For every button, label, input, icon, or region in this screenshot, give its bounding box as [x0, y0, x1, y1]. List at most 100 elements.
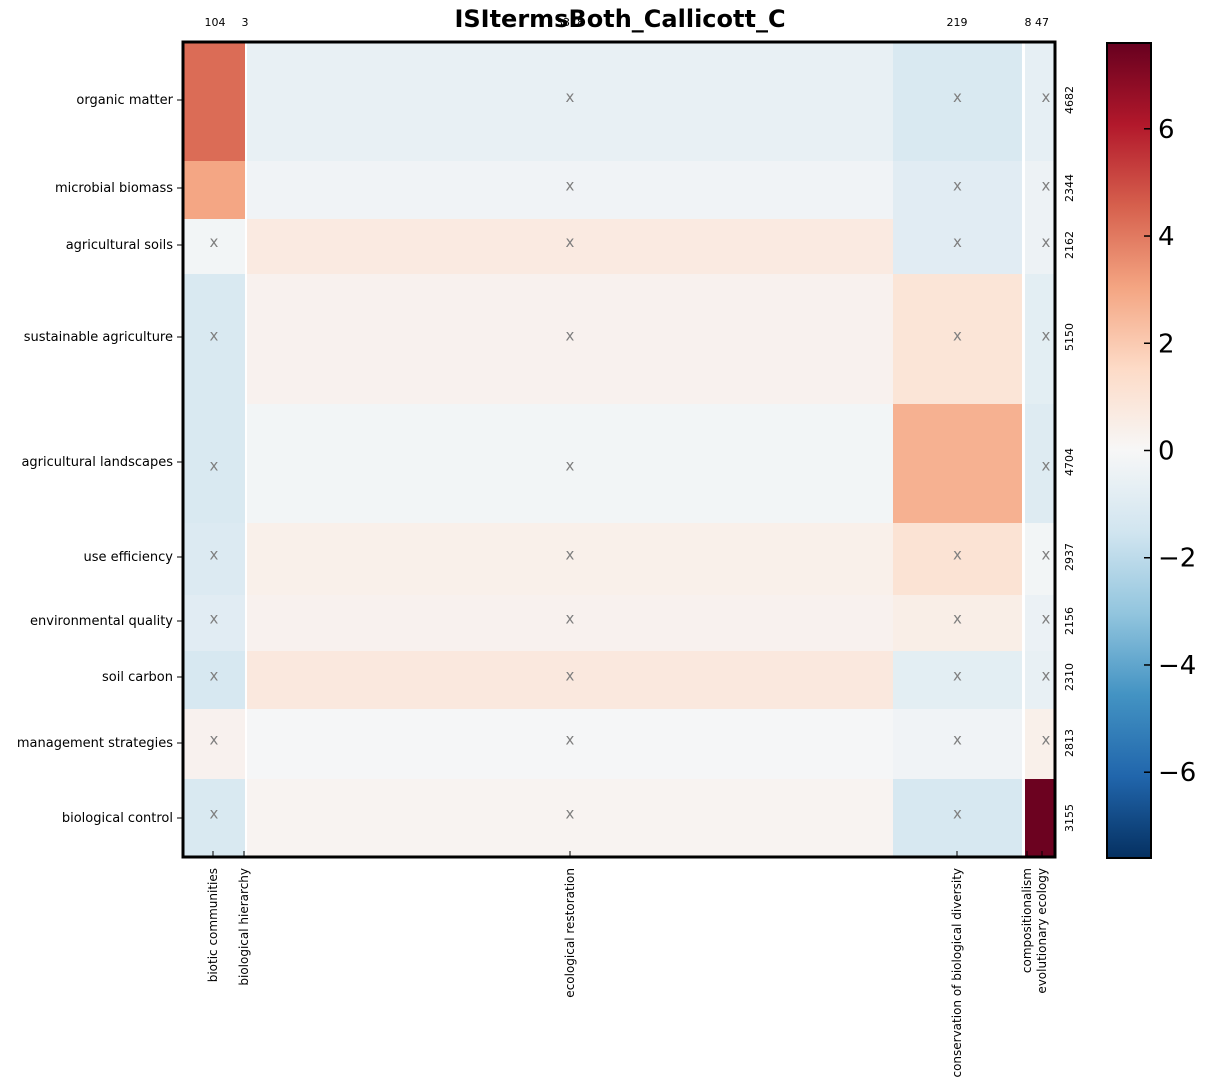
- heatmap-cell: [893, 709, 1022, 779]
- heatmap-cell: [183, 274, 245, 404]
- row-count-label: 2344: [1063, 174, 1076, 202]
- significance-mark: x: [566, 457, 575, 475]
- significance-mark: x: [953, 546, 962, 564]
- significance-mark: x: [1042, 667, 1051, 685]
- significance-mark: x: [953, 177, 962, 195]
- heatmap-cell: [1022, 779, 1025, 857]
- heatmap-cell: [183, 161, 245, 219]
- heatmap-cell: [245, 404, 247, 523]
- row-label: environmental quality: [30, 614, 173, 629]
- heatmap-cell: [245, 651, 247, 709]
- significance-mark: x: [953, 805, 962, 823]
- significance-mark: x: [566, 327, 575, 345]
- heatmap-cell: [247, 161, 893, 219]
- column-count-label: 3: [242, 16, 249, 29]
- heatmap-cell: [245, 523, 247, 595]
- colorbar-tick-label: 0: [1158, 437, 1175, 467]
- column-label: biotic communities: [206, 868, 220, 982]
- heatmap-cell: [183, 709, 245, 779]
- heatmap-cell: [1022, 161, 1025, 219]
- heatmap-cell: [183, 42, 245, 161]
- heatmap-cell: [247, 709, 893, 779]
- heatmap-cell: [245, 274, 247, 404]
- significance-mark: x: [566, 233, 575, 251]
- significance-mark: x: [566, 177, 575, 195]
- heatmap-cell: [247, 219, 893, 274]
- chart-title: ISItermsBoth_Callicott_C: [454, 5, 785, 33]
- heatmap-cell: [1022, 651, 1025, 709]
- column-label: biological hierarchy: [237, 868, 251, 986]
- heatmap-cell: [1025, 651, 1055, 709]
- heatmap-cell: [247, 595, 893, 651]
- significance-mark: x: [1042, 177, 1051, 195]
- column-count-labels: 104 3 3378 219 8 47: [205, 16, 1050, 29]
- column-count-label: 47: [1035, 16, 1049, 29]
- heatmap-cell: [893, 651, 1022, 709]
- significance-mark: x: [953, 327, 962, 345]
- row-count-label: 5150: [1063, 323, 1076, 351]
- heatmap-cell: [1025, 274, 1055, 404]
- significance-mark: x: [953, 88, 962, 106]
- heatmap-cell: [247, 523, 893, 595]
- heatmap-cell: [247, 404, 893, 523]
- row-label: organic matter: [76, 93, 173, 108]
- row-label: sustainable agriculture: [24, 330, 173, 345]
- colorbar-gradient: [1106, 42, 1152, 859]
- row-label: microbial biomass: [55, 181, 173, 196]
- heatmap-cell: [1025, 709, 1055, 779]
- heatmap-cell: [1025, 161, 1055, 219]
- heatmap-marks: x x x x x x x x x x x x x x x x x x x x x x x x x x x x x x x x x x x x: [210, 88, 1051, 823]
- colorbar-tick-label: 2: [1158, 329, 1175, 359]
- row-count-label: 2156: [1063, 607, 1076, 635]
- significance-mark: x: [210, 731, 219, 749]
- significance-mark: x: [210, 546, 219, 564]
- significance-mark: x: [1042, 233, 1051, 251]
- colorbar-tick-label: 6: [1158, 115, 1175, 145]
- row-labels: organic matter microbial biomass agricultu…: [17, 93, 183, 826]
- significance-mark: x: [953, 610, 962, 628]
- row-count-label: 3155: [1063, 804, 1076, 832]
- significance-mark: x: [566, 731, 575, 749]
- column-count-label: 219: [947, 16, 968, 29]
- row-count-label: 2937: [1063, 543, 1076, 571]
- significance-mark: x: [210, 805, 219, 823]
- heatmap-cell: [247, 779, 893, 857]
- significance-mark: x: [1042, 731, 1051, 749]
- column-label: conservation of biological diversity: [950, 868, 964, 1078]
- column-label: compositionalism: [1020, 868, 1034, 973]
- heatmap-cell: [893, 523, 1022, 595]
- heatmap-cell: [245, 709, 247, 779]
- heatmap-cell: [183, 779, 245, 857]
- plot-frame: [181, 40, 1057, 859]
- heatmap-cell: [245, 595, 247, 651]
- row-count-label: 2813: [1063, 729, 1076, 757]
- significance-mark: x: [1042, 88, 1051, 106]
- colorbar-tick-label: −6: [1158, 758, 1196, 788]
- heatmap-cell: [893, 779, 1022, 857]
- row-label: agricultural soils: [66, 238, 174, 253]
- heatmap-cell: [247, 42, 893, 161]
- colorbar-tick-label: −2: [1158, 544, 1196, 574]
- row-count-label: 2310: [1063, 663, 1076, 691]
- significance-mark: x: [1042, 327, 1051, 345]
- heatmap-cell: [245, 42, 247, 161]
- row-count-label: 2162: [1063, 231, 1076, 259]
- heatmap-cell: [1022, 274, 1025, 404]
- heatmap-cell: [1022, 523, 1025, 595]
- heatmap-cell: [893, 404, 1022, 523]
- row-label: use efficiency: [83, 550, 173, 565]
- colorbar: 6 4 2 0 −2 −4 −6: [1106, 42, 1196, 859]
- heatmap-cell: [1022, 42, 1025, 161]
- significance-mark: x: [566, 667, 575, 685]
- heatmap-cell: [183, 523, 245, 595]
- heatmap-cell: [183, 219, 245, 274]
- column-count-label: 8: [1025, 16, 1032, 29]
- heatmap-cell: [1025, 595, 1055, 651]
- significance-mark: x: [210, 233, 219, 251]
- column-count-label: 104: [205, 16, 226, 29]
- column-label: evolutionary ecology: [1035, 868, 1049, 994]
- significance-mark: x: [953, 667, 962, 685]
- heatmap-cell: [1025, 523, 1055, 595]
- row-count-labels: 4682 2344 2162 5150 4704 2937 2156 2310 2813 3155: [1063, 86, 1076, 832]
